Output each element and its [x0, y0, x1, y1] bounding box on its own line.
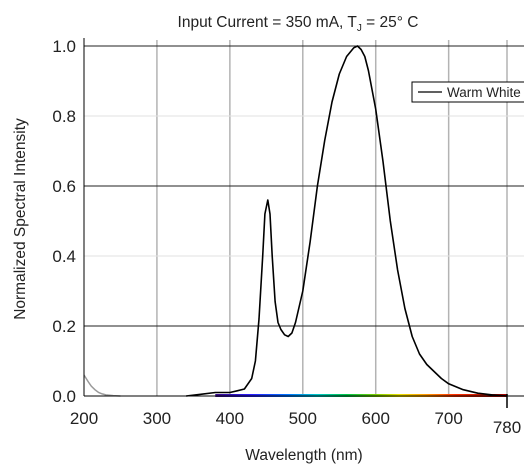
y-tick-label: 0.0 — [52, 387, 76, 406]
x-tick-label: 780 — [493, 418, 521, 437]
x-tick-label: 200 — [70, 409, 98, 428]
x-tick-label: 400 — [216, 409, 244, 428]
x-tick-label: 700 — [434, 409, 462, 428]
chart-title: Input Current = 350 mA, TJ = 25° C — [178, 14, 419, 34]
axes — [83, 38, 524, 408]
x-tick-label: 600 — [362, 409, 390, 428]
x-tick-label: 300 — [143, 409, 171, 428]
y-tick-label: 0.8 — [52, 107, 76, 126]
x-tick-label: 500 — [289, 409, 317, 428]
y-axis-label: Normalized Spectral Intensity — [12, 118, 29, 320]
legend-box — [411, 81, 524, 103]
tick-labels: 200 300 400 500 600 700 780 0.0 0.2 0.4 0.6 0.8 1.0 — [52, 37, 521, 437]
y-tick-label: 0.4 — [52, 247, 76, 266]
legend: Warm White — [411, 81, 524, 103]
uv-tail-line — [83, 374, 121, 397]
x-axis-label: Wavelength (nm) — [245, 447, 362, 464]
y-tick-label: 1.0 — [52, 37, 76, 56]
y-tick-label: 0.6 — [52, 177, 76, 196]
series-line-warm-white — [186, 45, 508, 397]
legend-entry: Warm White — [447, 85, 521, 100]
plot-series — [83, 45, 508, 397]
y-tick-label: 0.2 — [52, 317, 76, 336]
